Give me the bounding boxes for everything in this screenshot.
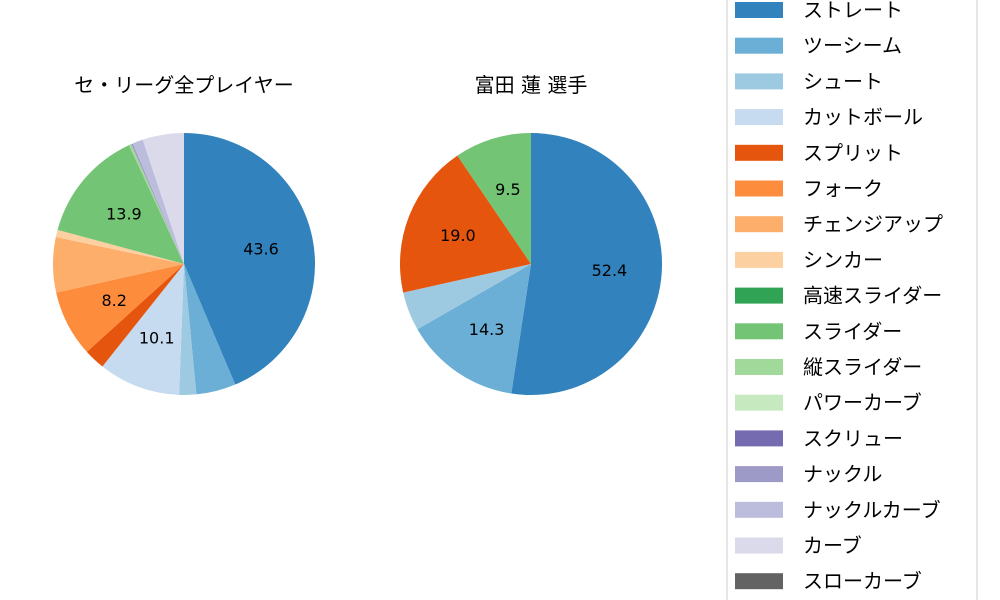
pie-label-1-9: 9.5 <box>495 180 520 199</box>
pie-slice-0-2 <box>179 264 197 396</box>
legend-label-8: 高速スライダー <box>803 284 942 308</box>
legend-swatch-5 <box>735 180 783 197</box>
legend-label-15: カーブ <box>803 534 862 558</box>
legend-label-6: チェンジアップ <box>803 212 943 236</box>
pie-label-1-0: 52.4 <box>592 261 628 280</box>
legend-label-1: ツーシーム <box>803 34 902 58</box>
legend-label-5: フォーク <box>803 177 883 201</box>
legend-swatch-1 <box>735 37 783 54</box>
legend-swatch-6 <box>735 216 783 233</box>
pie-slice-0-0 <box>184 133 315 385</box>
pie-label-0-9: 13.9 <box>106 204 142 223</box>
pie-slice-0-13 <box>131 143 184 264</box>
legend-label-3: カットボール <box>803 105 923 129</box>
pie-label-1-1: 14.3 <box>469 320 505 339</box>
pie-slice-0-6 <box>52 237 185 293</box>
legend-label-2: シュート <box>803 69 883 93</box>
pie-slice-0-15 <box>142 133 184 264</box>
legend-swatch-8 <box>735 287 783 304</box>
legend-swatch-4 <box>735 144 783 161</box>
legend-swatch-15 <box>735 537 783 554</box>
pie-label-0-0: 43.6 <box>243 239 279 258</box>
pie-slice-0-5 <box>56 264 184 352</box>
legend-swatch-0 <box>735 2 783 18</box>
legend-swatch-3 <box>735 109 783 126</box>
pie-label-1-4: 19.0 <box>440 226 476 245</box>
pie-slice-0-1 <box>184 264 236 395</box>
legend-label-7: シンカー <box>803 248 883 272</box>
legend-swatch-16 <box>735 573 783 590</box>
legend-swatch-13 <box>735 466 783 483</box>
legend-label-16: スローカーブ <box>803 569 922 593</box>
legend-swatch-10 <box>735 359 783 375</box>
pie-label-0-3: 10.1 <box>139 329 175 348</box>
legend-label-4: スプリット <box>803 141 903 165</box>
pie-slice-0-9 <box>57 145 184 264</box>
pie-slice-0-14 <box>132 139 184 264</box>
legend-label-11: パワーカーブ <box>803 391 922 415</box>
pie-slice-0-7 <box>55 229 185 264</box>
legend-label-13: ナックル <box>803 462 882 486</box>
pie-slice-1-1 <box>417 264 531 394</box>
pie-title-player: 富田 蓮 選手 <box>475 73 588 97</box>
pie-slice-0-10 <box>128 144 184 264</box>
pie-player: 52.4 14.3 19.0 9.5 <box>399 133 663 395</box>
pie-league: 43.6 10.1 8.2 13.9 <box>52 133 315 396</box>
pie-slice-1-2 <box>403 264 531 330</box>
legend-label-10: 縦スライダー <box>803 355 922 379</box>
legend-swatch-14 <box>735 501 783 518</box>
legend-frame <box>726 0 978 600</box>
legend-label-12: スクリュー <box>803 426 903 450</box>
legend-swatch-2 <box>735 73 783 90</box>
legend-label-14: ナックルカーブ <box>803 498 941 522</box>
legend-label-9: スライダー <box>803 319 902 343</box>
pie-label-0-5: 8.2 <box>101 291 126 310</box>
legend-swatch-12 <box>735 430 783 447</box>
legend-swatch-7 <box>735 251 783 268</box>
legend-label-0: ストレート <box>803 0 903 22</box>
pie-title-league: セ・リーグ全プレイヤー <box>74 73 293 97</box>
pie-slice-0-4 <box>86 264 184 367</box>
legend-swatch-9 <box>735 323 783 340</box>
legend: ストレートツーシームシュートカットボールスプリットフォークチェンジアップシンカー… <box>726 0 978 600</box>
legend-swatch-11 <box>735 394 783 411</box>
pie-slice-1-4 <box>399 155 531 293</box>
pie-slice-1-9 <box>457 133 531 264</box>
pie-slice-0-3 <box>102 264 184 395</box>
pie-slice-1-0 <box>511 133 663 395</box>
